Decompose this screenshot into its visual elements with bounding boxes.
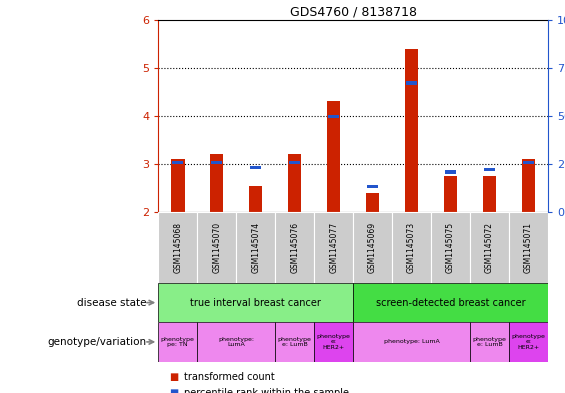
Text: screen-detected breast cancer: screen-detected breast cancer xyxy=(376,298,525,308)
Text: transformed count: transformed count xyxy=(184,372,275,382)
Text: GSM1145072: GSM1145072 xyxy=(485,222,494,273)
Bar xyxy=(314,212,353,283)
Bar xyxy=(328,115,340,118)
Bar xyxy=(392,212,431,283)
Bar xyxy=(158,283,353,322)
Bar xyxy=(249,186,263,212)
Text: percentile rank within the sample: percentile rank within the sample xyxy=(184,388,349,393)
Text: GSM1145069: GSM1145069 xyxy=(368,222,377,273)
Bar xyxy=(172,161,184,164)
Bar xyxy=(275,212,314,283)
Bar xyxy=(327,101,341,212)
Text: phenotype:
LumA: phenotype: LumA xyxy=(218,337,254,347)
Bar xyxy=(197,212,236,283)
Text: phenotype
e:
HER2+: phenotype e: HER2+ xyxy=(512,334,545,350)
Bar xyxy=(431,212,470,283)
Text: phenotype
pe: TN: phenotype pe: TN xyxy=(161,337,194,347)
Bar xyxy=(484,168,496,171)
Bar xyxy=(171,159,185,212)
Bar xyxy=(444,176,458,212)
Bar xyxy=(288,154,302,212)
Bar xyxy=(275,322,314,362)
Text: GSM1145076: GSM1145076 xyxy=(290,222,299,273)
Bar xyxy=(353,322,470,362)
Bar xyxy=(197,322,275,362)
Text: true interval breast cancer: true interval breast cancer xyxy=(190,298,321,308)
Text: ■: ■ xyxy=(170,388,179,393)
Bar xyxy=(289,161,301,164)
Text: ■: ■ xyxy=(170,372,179,382)
Bar xyxy=(509,212,548,283)
Bar xyxy=(158,212,197,283)
Text: genotype/variation: genotype/variation xyxy=(48,337,147,347)
Bar xyxy=(210,154,224,212)
Bar xyxy=(353,212,392,283)
Bar xyxy=(314,322,353,362)
Bar xyxy=(470,322,509,362)
Bar xyxy=(406,81,418,84)
Text: GSM1145075: GSM1145075 xyxy=(446,222,455,273)
Bar xyxy=(353,283,548,322)
Text: GSM1145071: GSM1145071 xyxy=(524,222,533,273)
Bar xyxy=(211,161,223,164)
Bar xyxy=(405,48,419,212)
Text: GSM1145070: GSM1145070 xyxy=(212,222,221,273)
Text: GSM1145073: GSM1145073 xyxy=(407,222,416,273)
Text: phenotype
e: LumB: phenotype e: LumB xyxy=(278,337,311,347)
Bar xyxy=(367,185,379,188)
Bar xyxy=(521,159,536,212)
Title: GDS4760 / 8138718: GDS4760 / 8138718 xyxy=(290,6,416,18)
Bar xyxy=(445,170,457,174)
Bar xyxy=(366,193,380,212)
Text: phenotype
e:
HER2+: phenotype e: HER2+ xyxy=(317,334,350,350)
Bar xyxy=(236,212,275,283)
Bar xyxy=(158,322,197,362)
Bar xyxy=(523,161,534,164)
Bar xyxy=(470,212,509,283)
Text: GSM1145074: GSM1145074 xyxy=(251,222,260,273)
Text: GSM1145068: GSM1145068 xyxy=(173,222,182,273)
Bar xyxy=(509,322,548,362)
Bar xyxy=(250,165,262,169)
Text: GSM1145077: GSM1145077 xyxy=(329,222,338,273)
Text: disease state: disease state xyxy=(77,298,147,308)
Text: phenotype: LumA: phenotype: LumA xyxy=(384,340,440,344)
Text: phenotype
e: LumB: phenotype e: LumB xyxy=(473,337,506,347)
Bar xyxy=(483,176,497,212)
